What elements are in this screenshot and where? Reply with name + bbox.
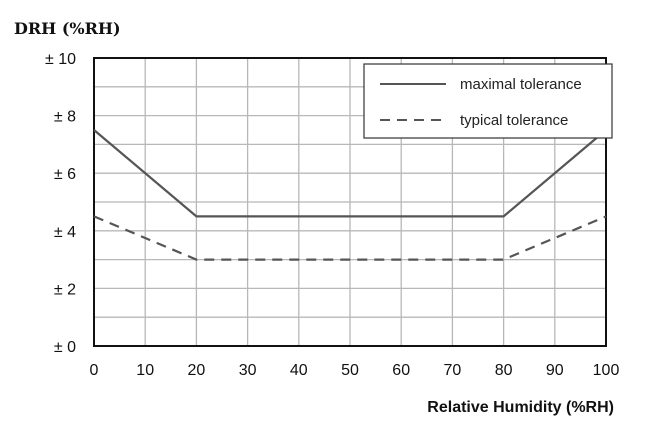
series-line-typical-tolerance	[93, 215, 607, 261]
x-axis-title: Relative Humidity (%RH)	[427, 399, 614, 416]
x-tick-label: 40	[290, 362, 308, 379]
series-layer	[93, 129, 607, 261]
y-tick-label: ± 8	[54, 109, 76, 126]
x-tick-label: 50	[341, 362, 359, 379]
x-tick-label: 90	[546, 362, 564, 379]
y-tick-label: ± 4	[54, 224, 76, 241]
legend-box	[363, 63, 613, 139]
series-line-maximal-tolerance	[93, 129, 607, 218]
y-tick-label: ± 2	[54, 281, 76, 298]
legend-label-typical: typical tolerance	[460, 112, 568, 129]
x-tick-label: 100	[593, 362, 620, 379]
x-tick-label: 30	[239, 362, 257, 379]
x-tick-label: 70	[444, 362, 462, 379]
y-tick-label: ± 10	[45, 51, 76, 68]
x-tick-label: 10	[136, 362, 154, 379]
legend: maximal tolerance typical tolerance	[363, 63, 613, 139]
x-tick-label: 60	[392, 362, 410, 379]
legend-label-maximal: maximal tolerance	[460, 76, 582, 93]
x-tick-label: 0	[90, 362, 99, 379]
x-tick-label: 80	[495, 362, 513, 379]
x-tick-label: 20	[188, 362, 206, 379]
y-axis-title: DRH (%RH)	[14, 19, 121, 38]
tick-labels: 0 10 20 30 40 50 60 70 80 90 100 ± 0 ± 2 ± 4 ± 6 ± 8 ± 1…	[45, 51, 619, 379]
y-tick-label: ± 6	[54, 166, 76, 183]
y-tick-label: ± 0	[54, 339, 76, 356]
plot-frame	[93, 57, 607, 347]
